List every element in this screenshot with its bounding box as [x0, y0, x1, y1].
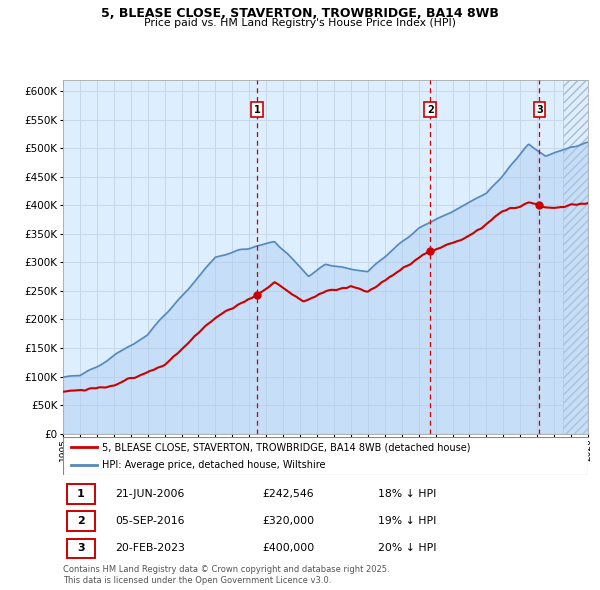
FancyBboxPatch shape — [67, 512, 95, 531]
Text: 2: 2 — [77, 516, 85, 526]
Text: £242,546: £242,546 — [263, 489, 314, 499]
Text: Contains HM Land Registry data © Crown copyright and database right 2025.
This d: Contains HM Land Registry data © Crown c… — [63, 565, 389, 585]
Text: 5, BLEASE CLOSE, STAVERTON, TROWBRIDGE, BA14 8WB (detached house): 5, BLEASE CLOSE, STAVERTON, TROWBRIDGE, … — [103, 442, 471, 453]
Text: 2: 2 — [427, 105, 434, 114]
Text: 20-FEB-2023: 20-FEB-2023 — [115, 543, 185, 553]
Text: Price paid vs. HM Land Registry's House Price Index (HPI): Price paid vs. HM Land Registry's House … — [144, 18, 456, 28]
Text: HPI: Average price, detached house, Wiltshire: HPI: Average price, detached house, Wilt… — [103, 460, 326, 470]
Text: 21-JUN-2006: 21-JUN-2006 — [115, 489, 185, 499]
Text: 1: 1 — [77, 489, 85, 499]
Text: 20% ↓ HPI: 20% ↓ HPI — [378, 543, 437, 553]
Text: 5, BLEASE CLOSE, STAVERTON, TROWBRIDGE, BA14 8WB: 5, BLEASE CLOSE, STAVERTON, TROWBRIDGE, … — [101, 7, 499, 20]
Text: 3: 3 — [77, 543, 85, 553]
Text: £320,000: £320,000 — [263, 516, 314, 526]
Text: 05-SEP-2016: 05-SEP-2016 — [115, 516, 185, 526]
Text: 3: 3 — [536, 105, 543, 114]
Text: £400,000: £400,000 — [263, 543, 315, 553]
Text: 19% ↓ HPI: 19% ↓ HPI — [378, 516, 436, 526]
Text: 1: 1 — [254, 105, 260, 114]
FancyBboxPatch shape — [67, 539, 95, 558]
Text: 18% ↓ HPI: 18% ↓ HPI — [378, 489, 436, 499]
FancyBboxPatch shape — [67, 484, 95, 504]
